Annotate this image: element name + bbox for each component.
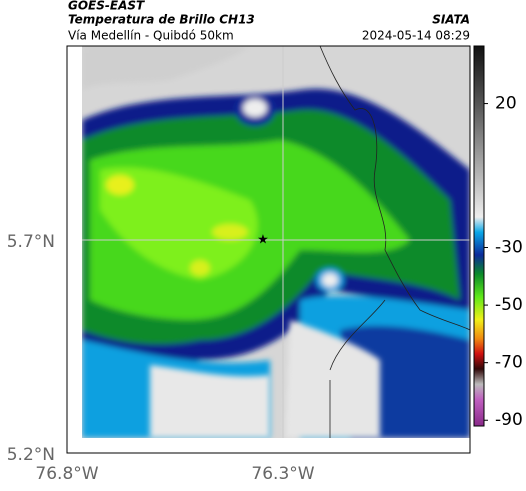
colorbar-tick-label: -50 (495, 295, 523, 315)
colorbar-tick-label: 20 (495, 94, 517, 114)
colorbar-tick-label: -70 (495, 353, 523, 373)
timestamp: 2024-05-14 08:29 (362, 29, 470, 43)
lat-label: 5.2°N (7, 445, 55, 465)
title: GOES-EAST (68, 0, 145, 13)
source: SIATA (432, 13, 470, 27)
city-marker: ★ (257, 233, 269, 248)
colorbar-tick-label: -90 (495, 410, 523, 430)
lon-label: 76.3°W (251, 464, 314, 484)
location: Vía Medellín - Quibdó 50km (68, 29, 234, 43)
lat-label: 5.7°N (7, 232, 55, 252)
brightness-field: ★ (82, 46, 470, 438)
subtitle: Temperatura de Brillo CH13 (68, 13, 255, 27)
lon-label: 76.8°W (35, 464, 98, 484)
colorbar (473, 45, 485, 427)
colorbar-tick-label: -30 (495, 238, 523, 258)
